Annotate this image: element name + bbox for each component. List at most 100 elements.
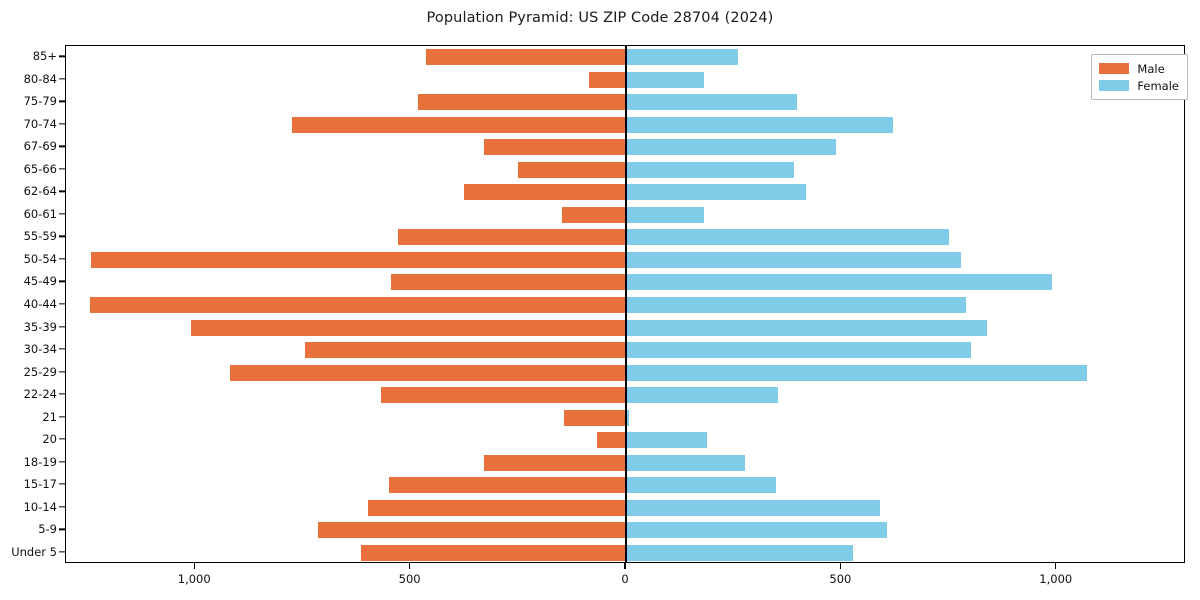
y-tick-mark: [59, 325, 65, 328]
bar-male-under-5: [361, 544, 626, 561]
bars-layer: [66, 46, 1184, 562]
bar-female-22-24: [626, 387, 778, 404]
y-tick-mark: [59, 348, 65, 350]
bar-male-22-24: [381, 387, 626, 404]
y-tick-mark: [59, 235, 65, 238]
bar-female-35-39: [626, 319, 987, 336]
bar-male-35-39: [190, 319, 626, 336]
y-tick-label: 22-24: [23, 387, 57, 402]
y-tick-mark: [59, 393, 65, 395]
legend-item-female[interactable]: Female: [1099, 77, 1179, 94]
y-tick-mark: [59, 213, 65, 215]
y-tick-mark: [59, 528, 65, 530]
bar-male-85-: [426, 49, 626, 66]
bar-male-50-54: [90, 251, 626, 268]
y-tick-label: 30-34: [23, 342, 57, 357]
chart-title: Population Pyramid: US ZIP Code 28704 (2…: [426, 10, 774, 26]
bar-female-20: [626, 432, 707, 449]
y-tick-label: 75-79: [23, 94, 57, 109]
y-tick-mark: [59, 551, 65, 553]
bar-female-15-17: [626, 477, 776, 494]
chart-legend: Male Female: [1091, 54, 1188, 100]
bar-male-20: [596, 432, 626, 449]
x-tick-label: 500: [829, 572, 852, 586]
bar-female-under-5: [626, 544, 853, 561]
x-tick-label: 500: [398, 572, 421, 586]
x-tick-mark: [839, 563, 842, 569]
legend-swatch-female-icon: [1099, 80, 1130, 91]
bar-female-30-34: [626, 342, 971, 359]
bar-male-15-17: [388, 477, 626, 494]
y-tick-label: 70-74: [23, 116, 57, 131]
y-tick-label: 50-54: [23, 251, 57, 266]
bar-female-67-69: [626, 139, 836, 156]
y-tick-label: 67-69: [23, 139, 57, 154]
y-tick-label: 18-19: [23, 454, 57, 469]
y-axis: 85+ 80-84 75-79 70-74 67-69 65-66 62-64 60-61 55…: [0, 45, 57, 563]
x-tick-mark: [408, 563, 411, 569]
y-tick-label: 62-64: [23, 184, 57, 199]
x-tick-label: 1,000: [1039, 572, 1073, 586]
plot-area: [65, 45, 1185, 563]
bar-male-67-69: [483, 139, 626, 156]
bar-female-45-49: [626, 274, 1052, 291]
bar-female-21: [626, 409, 630, 426]
bar-female-25-29: [626, 364, 1087, 381]
y-tick-label: 45-49: [23, 274, 57, 289]
bar-male-5-9: [318, 522, 626, 539]
legend-label: Female: [1137, 78, 1179, 93]
bar-female-40-44: [626, 297, 966, 313]
y-tick-mark: [59, 123, 65, 125]
bar-male-45-49: [391, 274, 626, 291]
x-tick-mark: [1055, 563, 1057, 569]
y-tick-mark: [59, 280, 65, 283]
bar-male-62-64: [463, 184, 626, 201]
bar-male-25-29: [229, 364, 626, 381]
y-tick-label: 35-39: [23, 319, 57, 334]
bar-male-30-34: [305, 342, 626, 359]
y-tick-label: 21: [42, 409, 57, 424]
y-tick-label: 80-84: [23, 71, 57, 86]
y-tick-mark: [59, 370, 65, 373]
bar-female-55-59: [626, 229, 950, 246]
bar-male-40-44: [89, 297, 626, 313]
bar-female-75-79: [626, 94, 798, 111]
x-tick-label: 0: [621, 572, 629, 586]
y-tick-label: 20: [42, 432, 57, 447]
legend-swatch-male-icon: [1099, 63, 1130, 74]
y-tick-label: 25-29: [23, 364, 57, 379]
y-tick-mark: [59, 303, 65, 305]
bar-female-5-9: [626, 522, 887, 539]
y-tick-mark: [59, 258, 65, 260]
bar-male-75-79: [417, 94, 626, 111]
y-tick-label: 65-66: [23, 161, 57, 176]
legend-item-male[interactable]: Male: [1099, 60, 1179, 77]
bar-female-10-14: [626, 499, 880, 516]
bar-female-80-84: [626, 71, 705, 88]
bar-female-62-64: [626, 184, 807, 201]
bar-female-18-19: [626, 454, 746, 471]
bar-female-70-74: [626, 116, 893, 133]
zero-axis-line: [625, 46, 627, 562]
x-tick-mark: [624, 563, 626, 569]
y-tick-label: 55-59: [23, 229, 57, 244]
bar-male-10-14: [367, 499, 626, 516]
y-tick-mark: [59, 100, 65, 102]
y-tick-mark: [59, 438, 65, 440]
y-tick-label: 60-61: [23, 206, 57, 221]
x-tick-label: 1,000: [177, 572, 211, 586]
y-tick-label: 10-14: [23, 499, 57, 514]
y-tick-label: 15-17: [23, 477, 57, 492]
bar-female-60-61: [626, 206, 705, 223]
y-tick-label: Under 5: [11, 544, 57, 559]
y-tick-mark: [59, 483, 65, 485]
bar-male-60-61: [562, 206, 626, 223]
x-tick-mark: [193, 563, 195, 569]
bar-male-18-19: [484, 454, 626, 471]
y-tick-mark: [59, 190, 65, 193]
bar-female-65-66: [626, 161, 794, 178]
y-tick-mark: [59, 78, 65, 80]
y-tick-label: 5-9: [38, 522, 57, 537]
y-tick-mark: [59, 460, 65, 463]
